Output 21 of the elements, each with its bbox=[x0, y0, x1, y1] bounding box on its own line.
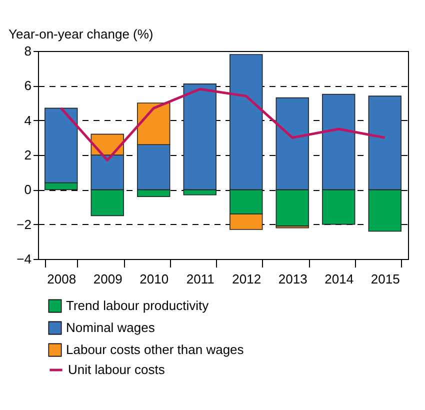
x-tick-label: 2015 bbox=[370, 272, 400, 286]
x-tick-label: 2010 bbox=[140, 272, 169, 286]
legend-label: Labour costs other than wages bbox=[66, 342, 244, 357]
y-tick-label: −4 bbox=[16, 252, 32, 266]
legend-label: Unit labour costs bbox=[68, 362, 166, 377]
y-tick-label: 6 bbox=[24, 78, 32, 94]
x-tick-label: 2009 bbox=[93, 272, 122, 286]
y-tick-label: 2 bbox=[24, 148, 32, 162]
y-tick-label: 4 bbox=[24, 112, 32, 128]
x-tick-label: 2014 bbox=[324, 272, 354, 286]
x-tick-label: 2012 bbox=[232, 272, 262, 286]
y-tick-label: 0 bbox=[24, 182, 32, 198]
y-axis-title: Year-on-year change (%) bbox=[8, 26, 154, 42]
x-tick-label: 2011 bbox=[186, 272, 214, 286]
y-tick-label: 8 bbox=[24, 44, 32, 58]
legend-label: Nominal wages bbox=[66, 320, 156, 335]
line-series bbox=[60, 88, 386, 162]
legend-label: Trend labour productivity bbox=[66, 298, 210, 313]
x-tick-label: 2008 bbox=[47, 272, 76, 286]
x-tick-label: 2013 bbox=[278, 272, 308, 286]
y-tick-label: −2 bbox=[16, 216, 32, 232]
